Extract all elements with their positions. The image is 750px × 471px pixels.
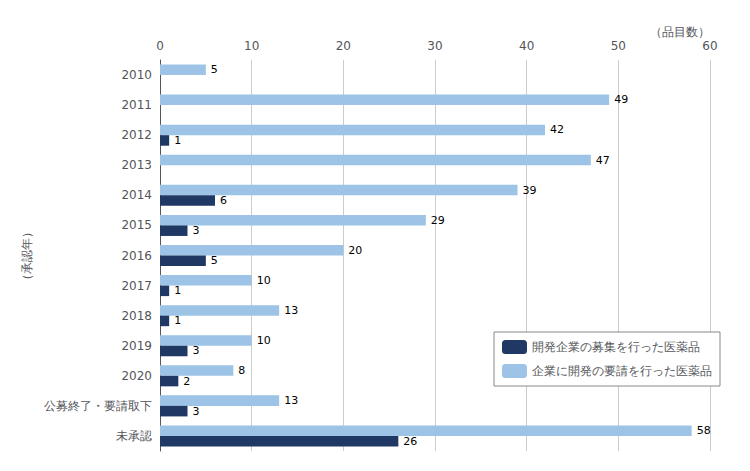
svg-text:13: 13 [284, 304, 298, 317]
svg-text:公募終了・要請取下: 公募終了・要請取下 [44, 399, 152, 413]
svg-text:3: 3 [193, 224, 200, 237]
svg-text:2013: 2013 [121, 158, 152, 172]
svg-text:2017: 2017 [121, 279, 152, 293]
svg-text:2019: 2019 [121, 339, 152, 353]
svg-text:26: 26 [403, 435, 417, 448]
svg-text:42: 42 [550, 123, 564, 136]
svg-text:5: 5 [211, 63, 218, 76]
svg-text:39: 39 [523, 184, 537, 197]
svg-text:8: 8 [238, 364, 245, 377]
svg-text:2020: 2020 [121, 369, 152, 383]
svg-text:2010: 2010 [121, 68, 152, 82]
svg-text:1: 1 [174, 284, 181, 297]
svg-text:3: 3 [193, 344, 200, 357]
svg-text:2014: 2014 [121, 188, 152, 202]
svg-text:（承認年）: （承認年） [20, 226, 34, 286]
svg-text:58: 58 [697, 424, 711, 437]
svg-text:6: 6 [220, 194, 227, 207]
svg-text:49: 49 [614, 93, 628, 106]
svg-text:2016: 2016 [121, 249, 152, 263]
svg-text:5: 5 [211, 254, 218, 267]
svg-text:3: 3 [193, 405, 200, 418]
svg-text:0: 0 [156, 39, 164, 53]
svg-text:60: 60 [702, 39, 717, 53]
svg-text:2018: 2018 [121, 309, 152, 323]
svg-text:2: 2 [183, 375, 190, 388]
svg-text:未承認: 未承認 [116, 429, 152, 443]
svg-text:30: 30 [427, 39, 442, 53]
svg-text:40: 40 [519, 39, 534, 53]
svg-text:開発企業の募集を行った医薬品: 開発企業の募集を行った医薬品 [532, 340, 700, 354]
svg-text:2012: 2012 [121, 128, 152, 142]
svg-text:1: 1 [174, 134, 181, 147]
svg-text:10: 10 [257, 274, 271, 287]
svg-text:50: 50 [611, 39, 626, 53]
svg-text:2011: 2011 [121, 98, 152, 112]
svg-text:（品目数）: （品目数） [650, 25, 710, 39]
svg-text:29: 29 [431, 214, 445, 227]
svg-text:10: 10 [244, 39, 259, 53]
svg-text:13: 13 [284, 394, 298, 407]
svg-text:2015: 2015 [121, 218, 152, 232]
svg-text:47: 47 [596, 154, 610, 167]
svg-text:10: 10 [257, 334, 271, 347]
svg-text:企業に開発の要請を行った医薬品: 企業に開発の要請を行った医薬品 [532, 364, 712, 378]
svg-text:20: 20 [348, 244, 362, 257]
svg-text:1: 1 [174, 314, 181, 327]
svg-text:20: 20 [336, 39, 351, 53]
